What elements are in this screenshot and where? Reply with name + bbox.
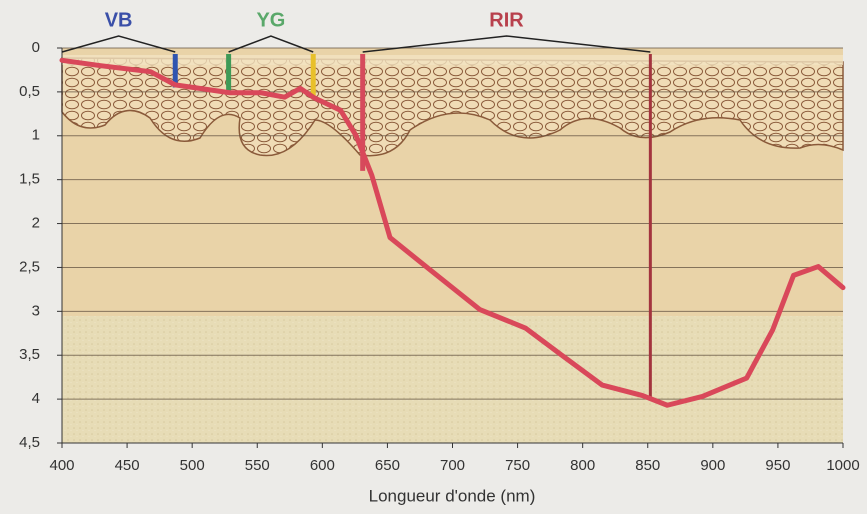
x-tick-label: 450 [115, 457, 140, 474]
x-tick-label: 550 [245, 457, 270, 474]
x-tick-label: 600 [310, 457, 335, 474]
y-tick-label: 1 [32, 127, 40, 144]
band-name: RIR [489, 9, 524, 31]
x-tick-label: 750 [505, 457, 530, 474]
stratum-corneum [62, 55, 843, 65]
x-tick-label: 650 [375, 457, 400, 474]
epidermis [61, 57, 844, 157]
y-tick-label: 1,5 [19, 171, 40, 188]
x-axis-label: Longueur d'onde (nm) [369, 486, 536, 505]
band-name: YG [256, 9, 285, 31]
y-tick-label: 0,5 [19, 83, 40, 100]
x-tick-label: 800 [570, 457, 595, 474]
y-tick-label: 2 [32, 215, 40, 232]
y-tick-label: 4 [32, 390, 40, 407]
x-tick-label: 1000 [826, 457, 859, 474]
hypodermis [62, 316, 843, 443]
x-tick-label: 850 [635, 457, 660, 474]
band-bracket [228, 35, 314, 53]
x-tick-label: 950 [765, 457, 790, 474]
y-tick-label: 2,5 [19, 258, 40, 275]
x-tick-label: 700 [440, 457, 465, 474]
x-tick-label: 400 [49, 457, 74, 474]
y-tick-label: 3,5 [19, 346, 40, 363]
y-tick-label: 4,5 [19, 434, 40, 451]
band-bracket [61, 35, 176, 53]
y-tick-label: 3 [32, 302, 40, 319]
x-tick-label: 900 [700, 457, 725, 474]
band-name: VB [105, 9, 133, 31]
band-bracket [362, 35, 651, 53]
y-tick-label: 0 [32, 39, 40, 56]
x-tick-label: 500 [180, 457, 205, 474]
depth-curve [59, 57, 846, 408]
